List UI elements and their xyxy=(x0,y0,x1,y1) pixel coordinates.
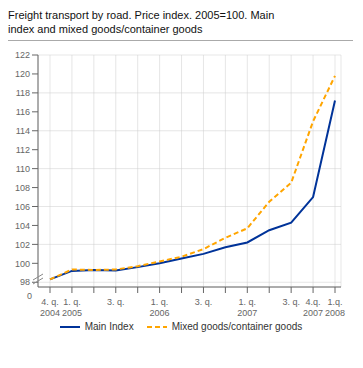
svg-text:116: 116 xyxy=(16,107,30,117)
svg-text:98: 98 xyxy=(20,277,30,287)
svg-text:3. q.: 3. q. xyxy=(195,297,213,307)
svg-text:1.q.2008: 1.q.2008 xyxy=(325,297,345,317)
svg-text:122: 122 xyxy=(15,50,30,60)
svg-text:4.q.2007: 4.q.2007 xyxy=(303,297,323,317)
html-text:index and mixed goods/containe: index and mixed goods/container goods xyxy=(8,23,203,35)
html-text:Freight transport by road. Pri: Freight transport by road. Price index. … xyxy=(8,9,275,21)
svg-text:102: 102 xyxy=(15,240,30,250)
svg-text:1. q.2006: 1. q.2006 xyxy=(150,297,170,317)
html-text:0: 0 xyxy=(27,291,32,301)
svg-text:108: 108 xyxy=(15,183,30,193)
svg-text:100: 100 xyxy=(15,259,30,269)
svg-text:104: 104 xyxy=(15,221,30,231)
svg-text:114: 114 xyxy=(16,126,30,136)
svg-text:3. q.: 3. q. xyxy=(107,297,125,307)
svg-text:3. q.: 3. q. xyxy=(282,297,300,307)
svg-text:118: 118 xyxy=(16,88,30,98)
svg-text:1. q.2007: 1. q.2007 xyxy=(237,297,257,317)
svg-text:1. q.2005: 1. q.2005 xyxy=(62,297,82,317)
svg-text:120: 120 xyxy=(15,69,30,79)
html-text:Main Index: Main Index xyxy=(84,321,134,332)
svg-text:110: 110 xyxy=(16,164,30,174)
html-text:Mixed goods/container goods: Mixed goods/container goods xyxy=(171,321,303,332)
svg-text:106: 106 xyxy=(15,202,30,212)
svg-text:4. q.2004: 4. q.2004 xyxy=(40,297,60,317)
svg-text:112: 112 xyxy=(16,145,30,155)
